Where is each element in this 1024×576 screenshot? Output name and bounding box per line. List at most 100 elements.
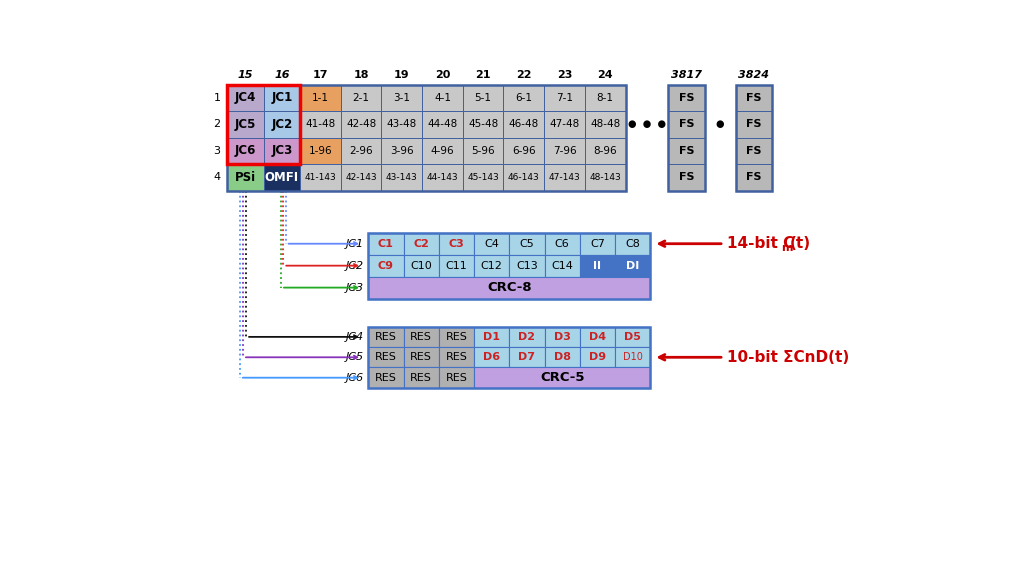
Bar — [438, 327, 474, 347]
Text: RES: RES — [411, 353, 432, 362]
Text: 4-96: 4-96 — [431, 146, 455, 156]
Text: 43-48: 43-48 — [387, 119, 417, 130]
Bar — [544, 111, 585, 138]
Bar — [263, 138, 300, 164]
Text: RES: RES — [411, 373, 432, 382]
Text: FS: FS — [679, 119, 694, 130]
Text: FS: FS — [679, 146, 694, 156]
Text: ●: ● — [716, 119, 724, 130]
Bar — [474, 347, 509, 367]
Bar — [545, 255, 580, 276]
Bar — [403, 367, 438, 388]
Bar — [735, 85, 772, 111]
Text: C3: C3 — [449, 238, 464, 249]
Text: C11: C11 — [445, 261, 467, 271]
Bar — [438, 367, 474, 388]
Text: JC4: JC4 — [234, 92, 256, 104]
Text: 1-96: 1-96 — [308, 146, 332, 156]
Bar — [580, 327, 615, 347]
Bar — [422, 111, 463, 138]
Bar — [403, 255, 438, 276]
Text: C10: C10 — [411, 261, 432, 271]
Bar — [669, 164, 705, 191]
Bar — [369, 255, 403, 276]
Text: 4-1: 4-1 — [434, 93, 451, 103]
Bar — [227, 85, 300, 164]
Bar — [341, 138, 381, 164]
Text: JC2: JC2 — [271, 118, 293, 131]
Text: 2-96: 2-96 — [349, 146, 373, 156]
Bar — [403, 327, 438, 347]
Text: 6-1: 6-1 — [515, 93, 532, 103]
Text: OMFI: OMFI — [265, 171, 299, 184]
Text: 48-143: 48-143 — [590, 173, 622, 182]
Bar — [369, 327, 403, 347]
Text: 8-96: 8-96 — [593, 146, 617, 156]
Text: 46-48: 46-48 — [509, 119, 539, 130]
Text: 47-48: 47-48 — [550, 119, 580, 130]
Bar — [504, 111, 544, 138]
Bar — [509, 347, 545, 367]
Bar — [615, 233, 650, 255]
Text: 44-48: 44-48 — [427, 119, 458, 130]
Text: RES: RES — [445, 332, 467, 342]
Bar — [422, 138, 463, 164]
Bar — [381, 164, 422, 191]
Text: DI: DI — [626, 261, 639, 271]
Bar — [381, 138, 422, 164]
Text: 48-48: 48-48 — [590, 119, 621, 130]
Text: D9: D9 — [589, 353, 606, 362]
Bar — [369, 367, 403, 388]
Bar — [545, 327, 580, 347]
Text: 1: 1 — [214, 93, 220, 103]
Bar — [341, 85, 381, 111]
Bar — [509, 233, 545, 255]
Text: 43-143: 43-143 — [386, 173, 418, 182]
Text: FS: FS — [679, 93, 694, 103]
Bar — [474, 367, 650, 388]
Text: D6: D6 — [483, 353, 501, 362]
Bar — [544, 85, 585, 111]
Text: RES: RES — [375, 332, 397, 342]
Bar — [669, 85, 705, 111]
Bar — [369, 347, 403, 367]
Text: ●  ●  ●: ● ● ● — [628, 119, 666, 130]
Text: C2: C2 — [414, 238, 429, 249]
Text: RES: RES — [445, 373, 467, 382]
Text: 41-143: 41-143 — [304, 173, 336, 182]
Text: 41-48: 41-48 — [305, 119, 336, 130]
Text: CRC-8: CRC-8 — [487, 281, 531, 294]
Bar — [300, 138, 341, 164]
Text: 19: 19 — [394, 70, 410, 80]
Text: RES: RES — [375, 373, 397, 382]
Bar — [545, 347, 580, 367]
Text: C12: C12 — [480, 261, 503, 271]
Text: PSi: PSi — [234, 171, 256, 184]
Text: 47-143: 47-143 — [549, 173, 581, 182]
Bar — [227, 164, 263, 191]
Bar — [300, 111, 341, 138]
Bar — [504, 85, 544, 111]
Bar — [422, 85, 463, 111]
Bar — [735, 164, 772, 191]
Text: JC6: JC6 — [234, 145, 256, 157]
Bar — [263, 85, 300, 111]
Text: D8: D8 — [554, 353, 570, 362]
Text: FS: FS — [746, 93, 762, 103]
Text: 42-143: 42-143 — [345, 173, 377, 182]
Text: 7-96: 7-96 — [553, 146, 577, 156]
Bar — [615, 255, 650, 276]
Text: JC4: JC4 — [345, 332, 364, 342]
Bar — [403, 347, 438, 367]
Bar — [669, 85, 705, 191]
Text: 3824: 3824 — [738, 70, 769, 80]
Text: JC2: JC2 — [345, 261, 364, 271]
Text: 5-96: 5-96 — [471, 146, 495, 156]
Bar — [509, 255, 545, 276]
Bar — [669, 138, 705, 164]
Bar — [735, 85, 772, 191]
Bar — [463, 111, 504, 138]
Text: 10-bit ΣCnD(t): 10-bit ΣCnD(t) — [727, 350, 849, 365]
Bar — [227, 85, 263, 111]
Bar — [669, 111, 705, 138]
